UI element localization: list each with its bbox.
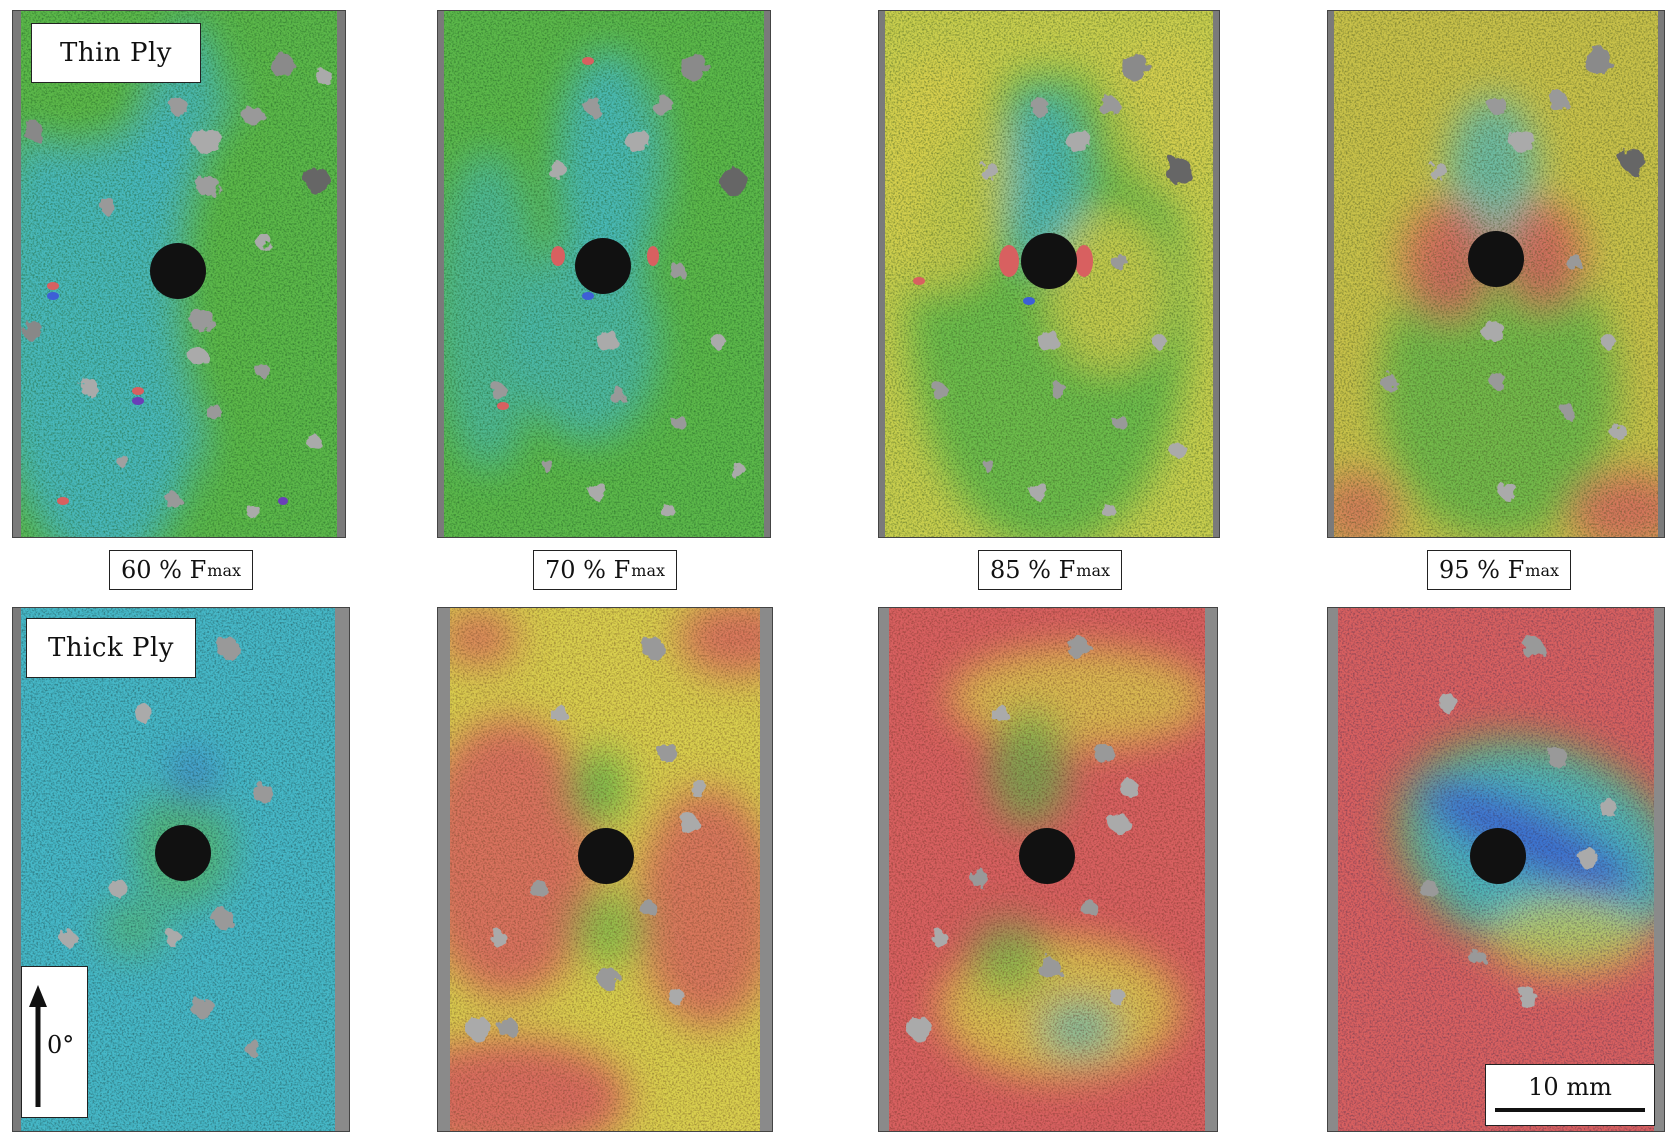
- orientation-label: 0°: [47, 1031, 75, 1059]
- row-label-thin-ply: Thin Ply: [31, 23, 201, 83]
- caption-sub: max: [1525, 560, 1559, 580]
- strain-field-thick-85: [879, 608, 1217, 1131]
- row-label-thick-ply: Thick Ply: [26, 618, 196, 678]
- caption-sub: max: [1076, 560, 1110, 580]
- strain-field-thin-95: [1328, 11, 1664, 537]
- caption-unit: F: [1507, 556, 1525, 584]
- strain-field-thin-70: [438, 11, 770, 537]
- open-hole: [150, 243, 206, 299]
- strain-hotspots: [47, 282, 288, 505]
- arrow-up-icon: [29, 985, 47, 1107]
- dic-panel-thin-85: [879, 11, 1219, 537]
- scale-bar-label: 10 mm: [1528, 1073, 1612, 1101]
- strain-field-thin-60: [13, 11, 345, 537]
- caption-value: 60 %: [120, 556, 182, 584]
- scale-bar: 10 mm: [1485, 1064, 1655, 1126]
- caption-unit: F: [1058, 556, 1076, 584]
- dic-panel-thick-95: [1328, 608, 1664, 1131]
- caption-value: 85 %: [989, 556, 1051, 584]
- dic-panel-thick-60: [13, 608, 349, 1131]
- dic-panel-thick-85: [879, 608, 1217, 1131]
- dic-panel-thin-60: [13, 11, 345, 537]
- dic-panel-thick-70: [438, 608, 772, 1131]
- scale-bar-line: [1495, 1108, 1645, 1112]
- orientation-indicator: 0°: [21, 966, 88, 1118]
- strain-field-thin-85: [879, 11, 1219, 537]
- surface-defects: [23, 54, 331, 518]
- caption-unit: F: [613, 556, 631, 584]
- strain-field-thick-95: [1328, 608, 1664, 1131]
- caption-unit: F: [189, 556, 207, 584]
- strain-field-thick-60: [13, 608, 349, 1131]
- dic-panel-thin-70: [438, 11, 770, 537]
- strain-field-thick-70: [438, 608, 772, 1131]
- caption-sub: max: [207, 560, 241, 580]
- caption-sub: max: [631, 560, 665, 580]
- dic-panel-thin-95: [1328, 11, 1664, 537]
- caption-value: 70 %: [544, 556, 606, 584]
- caption-value: 95 %: [1438, 556, 1500, 584]
